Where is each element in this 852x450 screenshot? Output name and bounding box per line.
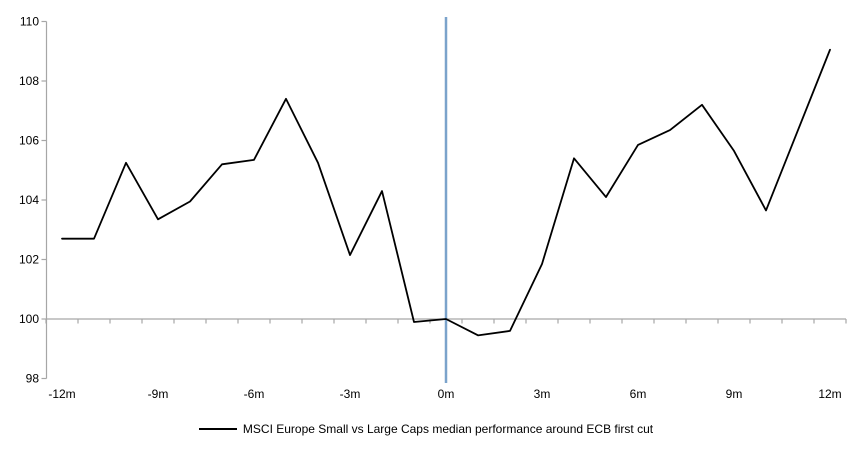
y-axis-tick-label: 102 (19, 253, 39, 267)
y-axis-tick-label: 110 (20, 15, 39, 29)
x-axis-tick-label: 12m (818, 387, 841, 401)
x-axis-tick-label: -6m (244, 387, 265, 401)
chart-plot-area: 110 108 106 104 102 100 98 -12m -9m -6m -3m 0m 3m 6m 9… (19, 15, 847, 401)
legend-line-marker (198, 428, 237, 430)
y-axis-tick-label: 100 (19, 312, 39, 326)
chart-legend: MSCI Europe Small vs Large Caps median p… (0, 421, 852, 437)
x-axis-tick-label: 6m (630, 387, 647, 401)
x-axis-tick-label: -12m (48, 387, 75, 401)
y-axis-tick-label: 98 (26, 372, 40, 386)
x-axis-tick-label: -3m (340, 387, 361, 401)
x-axis-tick-label: 3m (534, 387, 551, 401)
x-axis-tick-label: 9m (726, 387, 743, 401)
y-axis-tick-label: 104 (19, 193, 39, 207)
y-axis-tick-label: 108 (19, 74, 39, 88)
y-axis-tick-label: 106 (19, 134, 39, 148)
data-line-series (61, 48, 831, 337)
legend-label: MSCI Europe Small vs Large Caps median p… (242, 422, 654, 436)
x-axis-tick-label: 0m (438, 387, 455, 401)
x-axis-tick-label: -9m (148, 387, 169, 401)
